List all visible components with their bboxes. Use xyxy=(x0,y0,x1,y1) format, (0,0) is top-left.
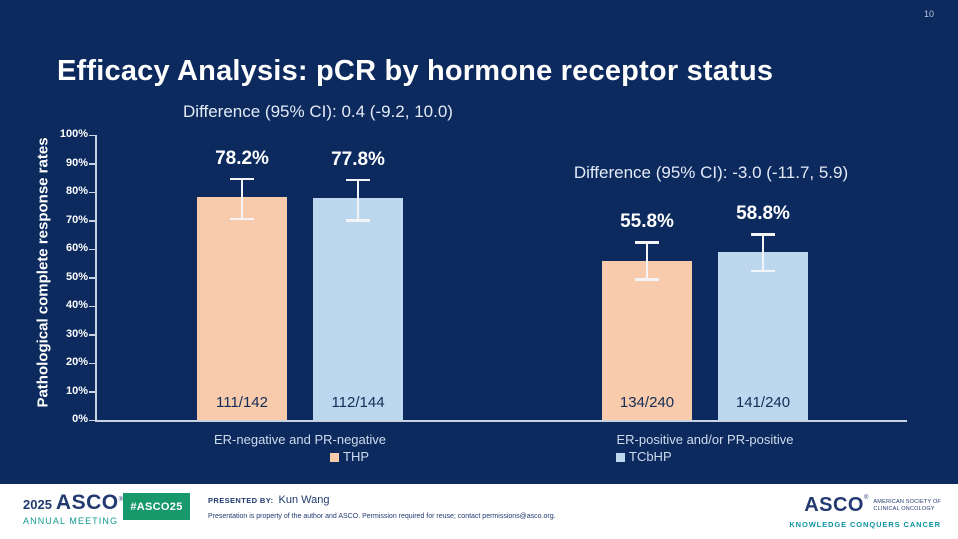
presented-by-block: PRESENTED BY: Kun Wang Presentation is p… xyxy=(208,494,556,520)
y-tick-label-50: 50% xyxy=(65,270,88,283)
y-axis-line xyxy=(95,135,97,420)
error-bar-line-tcbhp-group2 xyxy=(762,234,764,272)
society-registered-mark-icon: ® xyxy=(864,494,869,501)
error-bar-cap-top-tcbhp-group2 xyxy=(751,233,775,236)
value-label-thp-group2: 55.8% xyxy=(620,211,674,233)
value-label-tcbhp-group2: 58.8% xyxy=(736,203,790,225)
y-tick-label-70: 70% xyxy=(65,213,88,226)
footer-bar: 2025 ASCO ® ANNUAL MEETING #ASCO25 PRESE… xyxy=(0,484,958,539)
x-axis-line xyxy=(95,420,907,422)
y-tick-mark-0 xyxy=(89,419,95,421)
legend-swatch-tcbhp xyxy=(616,453,625,462)
error-bar-cap-top-thp-group2 xyxy=(635,241,659,244)
error-bar-cap-bottom-thp-group1 xyxy=(230,217,254,221)
bar-tcbhp-group1 xyxy=(313,198,403,420)
asco-annual-meeting-logo: 2025 ASCO ® ANNUAL MEETING xyxy=(23,491,123,526)
x-category-label-group1: ER-negative and PR-negative xyxy=(214,432,386,447)
fraction-label-thp-group2: 134/240 xyxy=(619,394,675,411)
legend-swatch-thp xyxy=(330,453,339,462)
logo-year: 2025 xyxy=(23,497,52,512)
error-bar-cap-top-tcbhp-group1 xyxy=(346,178,370,182)
legend-label-tcbhp: TCbHP xyxy=(629,449,672,464)
fraction-label-tcbhp-group1: 112/144 xyxy=(331,394,385,411)
fraction-label-thp-group1: 111/142 xyxy=(216,394,268,411)
error-bar-cap-bottom-thp-group2 xyxy=(635,278,659,281)
y-tick-label-80: 80% xyxy=(65,185,88,197)
society-logo-line2: CLINICAL ONCOLOGY xyxy=(873,505,935,512)
y-tick-label-20: 20% xyxy=(65,356,88,368)
slide-title: Efficacy Analysis: pCR by hormone recept… xyxy=(57,55,774,88)
error-bar-line-thp-group2 xyxy=(646,242,648,280)
y-tick-mark-60 xyxy=(89,248,95,250)
error-bar-cap-bottom-tcbhp-group1 xyxy=(346,219,370,222)
y-tick-label-40: 40% xyxy=(65,299,88,311)
society-logo-line1: AMERICAN SOCIETY OF xyxy=(873,498,941,505)
error-bar-cap-bottom-tcbhp-group2 xyxy=(751,269,775,273)
bar-tcbhp-group2 xyxy=(718,252,808,420)
difference-annotation-group1: Difference (95% CI): 0.4 (-9.2, 10.0) xyxy=(183,102,453,121)
society-logo-subtext: AMERICAN SOCIETY OF CLINICAL ONCOLOGY xyxy=(873,499,941,513)
y-tick-mark-20 xyxy=(89,362,95,364)
y-tick-mark-10 xyxy=(89,391,95,393)
fraction-label-tcbhp-group2: 141/240 xyxy=(735,394,791,411)
presenter-name: Kun Wang xyxy=(278,494,330,506)
y-tick-mark-70 xyxy=(89,220,95,222)
society-logo-org: ASCO xyxy=(804,494,864,516)
y-tick-label-60: 60% xyxy=(65,242,88,254)
bar-thp-group2 xyxy=(602,260,692,420)
page-number: 10 xyxy=(923,9,934,19)
y-tick-label-10: 10% xyxy=(65,384,88,397)
asco-society-logo: ASCO ® AMERICAN SOCIETY OF CLINICAL ONCO… xyxy=(789,494,941,529)
y-tick-mark-30 xyxy=(89,334,95,336)
difference-annotation-group2: Difference (95% CI): -3.0 (-11.7, 5.9) xyxy=(573,163,849,182)
bar-thp-group1 xyxy=(197,197,287,420)
y-tick-mark-90 xyxy=(89,163,95,165)
value-label-tcbhp-group1: 77.8% xyxy=(331,148,385,170)
logo-meeting-text: ANNUAL MEETING xyxy=(23,516,119,526)
error-bar-cap-top-thp-group1 xyxy=(230,177,254,181)
y-tick-label-30: 30% xyxy=(65,327,88,340)
y-tick-label-100: 100% xyxy=(59,128,88,140)
y-tick-label-0: 0% xyxy=(72,413,88,425)
y-tick-mark-40 xyxy=(89,305,95,307)
value-label-thp-group1: 78.2% xyxy=(215,147,269,169)
y-tick-mark-100 xyxy=(89,134,95,136)
legend-label-thp: THP xyxy=(343,449,369,464)
society-tagline: KNOWLEDGE CONQUERS CANCER xyxy=(789,520,941,529)
hashtag-badge: #ASCO25 xyxy=(123,493,190,520)
error-bar-line-tcbhp-group1 xyxy=(357,179,359,221)
disclaimer-text: Presentation is property of the author a… xyxy=(208,513,556,520)
error-bar-line-thp-group1 xyxy=(241,178,243,220)
registered-mark-icon: ® xyxy=(118,497,124,503)
logo-org-text: ASCO xyxy=(55,491,119,514)
y-tick-mark-80 xyxy=(89,191,95,193)
y-tick-label-90: 90% xyxy=(65,156,88,169)
y-tick-mark-50 xyxy=(89,277,95,279)
x-category-label-group2: ER-positive and/or PR-positive xyxy=(616,432,794,447)
presented-by-label: PRESENTED BY: xyxy=(208,496,274,505)
